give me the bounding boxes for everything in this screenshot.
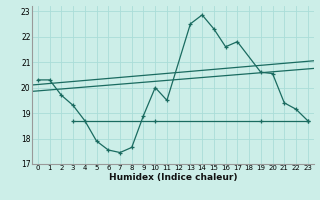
X-axis label: Humidex (Indice chaleur): Humidex (Indice chaleur)	[108, 173, 237, 182]
